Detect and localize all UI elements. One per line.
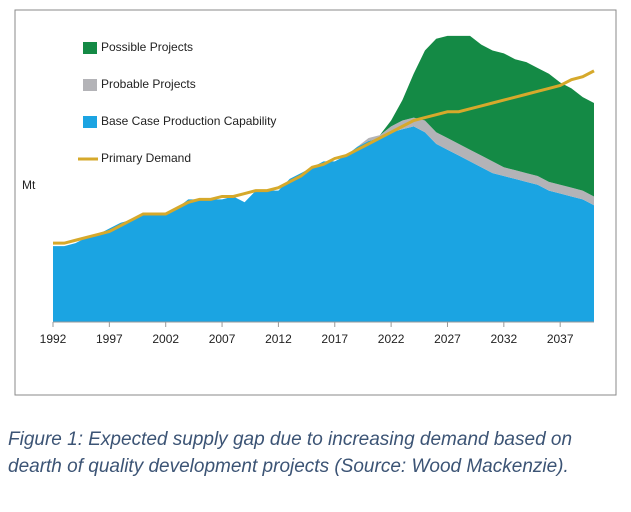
legend-label: Base Case Production Capability	[101, 114, 276, 128]
legend-label: Probable Projects	[101, 77, 196, 91]
legend-label: Possible Projects	[101, 40, 193, 54]
x-tick-label: 2032	[490, 332, 517, 346]
x-tick-label: 2022	[378, 332, 405, 346]
area	[53, 35, 594, 247]
legend-label: Primary Demand	[101, 151, 191, 165]
x-tick-label: 2037	[547, 332, 574, 346]
legend-swatch	[83, 116, 97, 128]
x-tick-label: 1992	[40, 332, 67, 346]
x-tick-label: 2017	[321, 332, 348, 346]
legend-swatch	[83, 79, 97, 91]
x-tick-label: 2002	[152, 332, 179, 346]
chart: Mt 1992 1997 2002 2007 2012 2017 2022 2027 2032 2…	[14, 9, 617, 396]
caption: Figure 1: Expected supply gap due to inc…	[8, 429, 573, 477]
line	[53, 69, 595, 245]
y-axis-label: Mt	[22, 178, 36, 192]
x-tick-label: 2012	[265, 332, 292, 346]
area	[53, 117, 594, 247]
area	[53, 126, 594, 322]
legend-swatch	[83, 42, 97, 54]
x-tick-label: 2007	[209, 332, 236, 346]
x-tick-label: 1997	[96, 332, 123, 346]
x-tick-label: 2027	[434, 332, 461, 346]
